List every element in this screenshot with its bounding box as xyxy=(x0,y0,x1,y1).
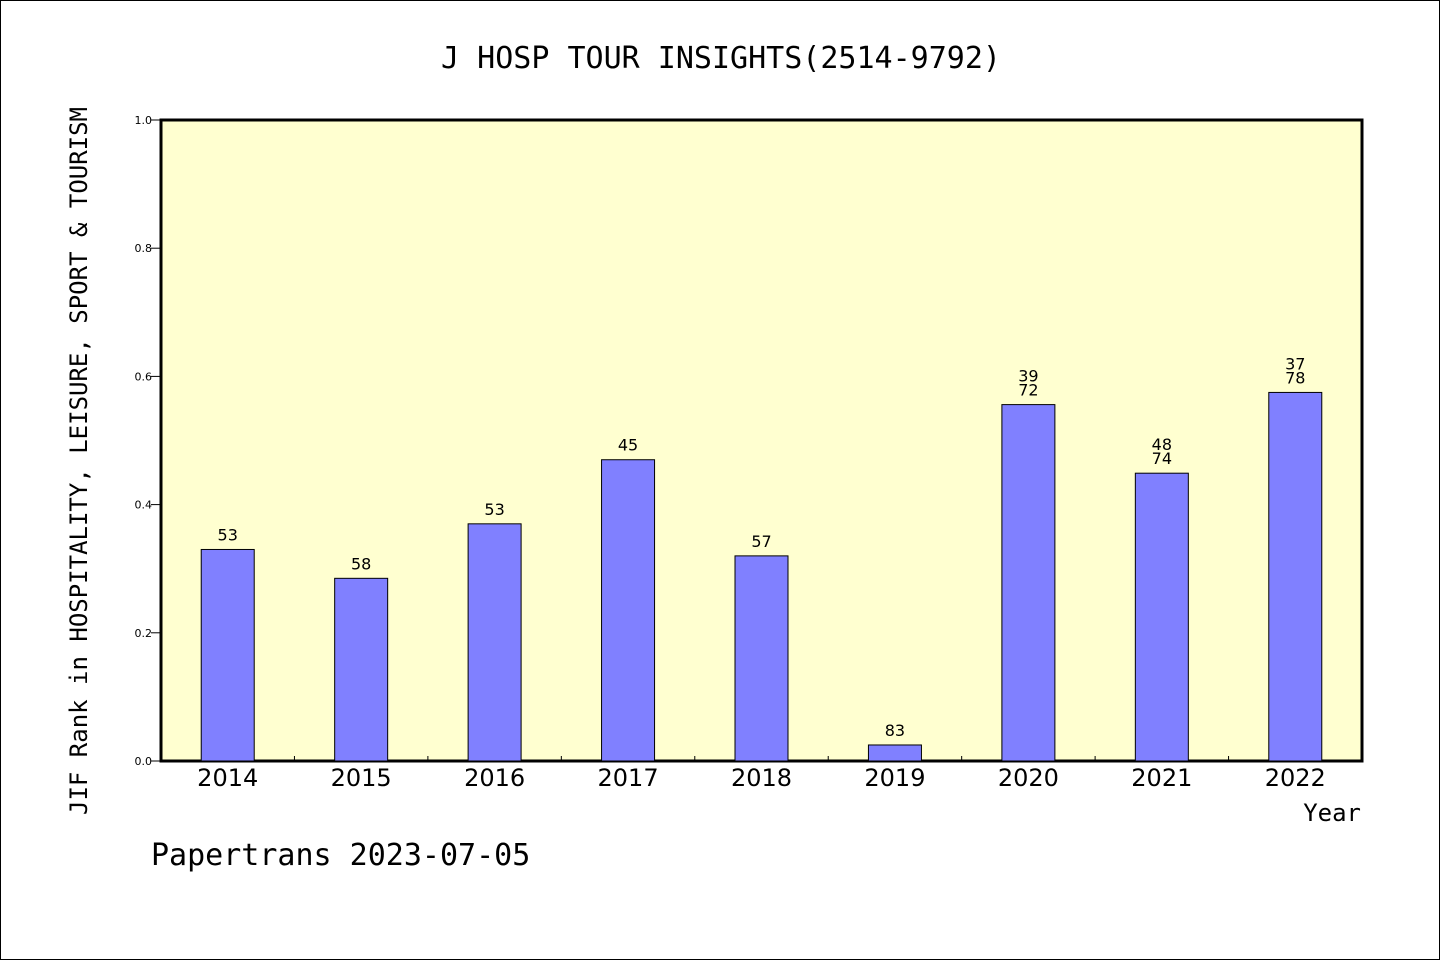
bar-value-label: 57 xyxy=(751,532,771,551)
x-tick-label: 2018 xyxy=(731,764,792,792)
y-tick-label: 0.4 xyxy=(135,499,153,512)
y-tick-label: 0.0 xyxy=(135,755,153,768)
bar xyxy=(867,744,922,762)
bar-value-label: 72 xyxy=(1018,381,1038,400)
bar-value-label: 74 xyxy=(1152,449,1172,468)
x-tick-label: 2019 xyxy=(864,764,925,792)
bar xyxy=(1134,472,1189,762)
y-tick-label: 1.0 xyxy=(135,114,153,127)
x-tick-label: 2017 xyxy=(598,764,659,792)
bar-value-label: 78 xyxy=(1285,368,1305,387)
footer-text: Papertrans 2023-07-05 xyxy=(151,838,530,873)
bar-value-label: 53 xyxy=(218,525,238,544)
bar-value-label: 83 xyxy=(885,721,905,740)
x-tick-label: 2021 xyxy=(1131,764,1192,792)
bar-value-label: 58 xyxy=(351,554,371,573)
bar-value-label: 37 xyxy=(1285,354,1305,373)
y-axis-label: JIF Rank in HOSPITALITY, LEISURE, SPORT … xyxy=(65,107,93,815)
bar xyxy=(1268,391,1323,762)
x-tick-label: 2014 xyxy=(197,764,258,792)
x-tick-label: 2016 xyxy=(464,764,525,792)
x-axis-label: Year xyxy=(1303,799,1361,827)
bar xyxy=(734,555,789,762)
bar-value-label: 45 xyxy=(618,436,638,455)
bar xyxy=(1001,404,1056,762)
chart-title: J HOSP TOUR INSIGHTS(2514-9792) xyxy=(441,41,1001,76)
bar xyxy=(467,523,522,762)
bar-value-label: 48 xyxy=(1152,435,1172,454)
x-axis: 2014 2015 2016 2017 2018 2019 2020 2021 2022 xyxy=(197,756,1326,792)
bar xyxy=(601,459,656,762)
bar-value-label: 53 xyxy=(484,500,504,519)
y-tick-label: 0.8 xyxy=(135,242,153,255)
x-tick-label: 2022 xyxy=(1265,764,1326,792)
bar xyxy=(200,548,255,762)
bar-value-label: 39 xyxy=(1018,367,1038,386)
y-tick-label: 0.6 xyxy=(135,370,153,383)
y-tick-label: 0.2 xyxy=(135,627,153,640)
x-tick-label: 2020 xyxy=(998,764,1059,792)
x-tick-label: 2015 xyxy=(331,764,392,792)
bar xyxy=(334,577,389,762)
y-axis: 0.0 0.2 0.4 0.6 0.8 1.0 xyxy=(135,114,161,768)
